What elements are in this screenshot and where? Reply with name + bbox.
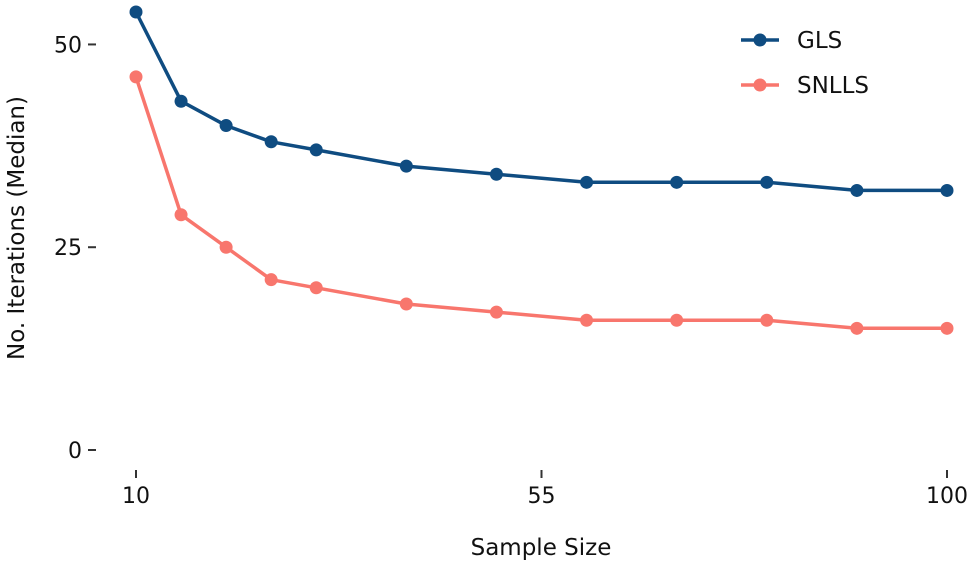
x-axis: 10 55 100 (122, 470, 968, 509)
y-tick-label: 50 (54, 33, 82, 58)
data-point (489, 305, 503, 319)
data-point (670, 313, 684, 327)
data-point (940, 183, 954, 197)
data-point (174, 208, 188, 222)
series-layer (129, 5, 954, 335)
legend-label: GLS (797, 28, 842, 54)
data-point (850, 183, 864, 197)
data-point (940, 321, 954, 335)
data-point (580, 313, 594, 327)
x-tick-label: 55 (528, 484, 556, 509)
x-tick-label: 10 (122, 484, 150, 509)
series-line (134, 10, 949, 193)
data-point (399, 297, 413, 311)
data-point (129, 70, 143, 84)
data-point (219, 119, 233, 133)
y-axis-title: No. Iterations (Median) (4, 96, 30, 360)
x-axis-title: Sample Size (471, 535, 612, 561)
data-point (580, 175, 594, 189)
legend-item: GLS (741, 28, 842, 54)
data-point (129, 5, 143, 19)
legend-marker (753, 78, 767, 92)
x-tick-label: 100 (926, 484, 968, 509)
legend-label: SNLLS (797, 73, 869, 99)
data-point (309, 281, 323, 295)
series-snlls (129, 70, 954, 335)
data-point (760, 313, 774, 327)
data-point (489, 167, 503, 181)
data-point (399, 159, 413, 173)
y-tick-label: 0 (68, 439, 82, 464)
legend: GLS SNLLS (741, 28, 869, 99)
legend-item: SNLLS (741, 73, 869, 99)
data-point (670, 175, 684, 189)
data-point (264, 135, 278, 149)
y-tick-label: 25 (54, 236, 82, 261)
data-point (219, 240, 233, 254)
data-point (850, 321, 864, 335)
data-point (264, 273, 278, 287)
series-gls (129, 5, 954, 197)
series-line (134, 75, 949, 331)
y-axis: 0 25 50 (54, 33, 96, 464)
data-point (760, 175, 774, 189)
data-point (309, 143, 323, 157)
legend-marker (753, 33, 767, 47)
data-point (174, 94, 188, 108)
